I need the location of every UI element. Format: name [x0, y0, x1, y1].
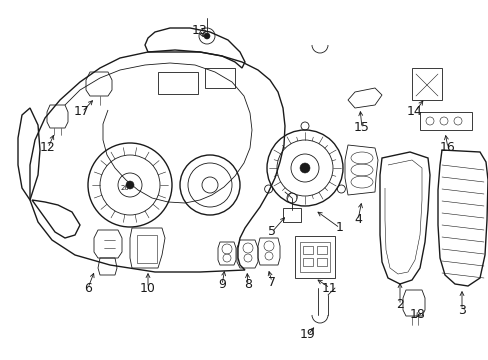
Text: 1: 1	[335, 221, 343, 234]
Bar	[294, 236, 334, 278]
Text: 17: 17	[74, 105, 90, 118]
Text: 16: 16	[439, 141, 455, 154]
Text: 13: 13	[192, 23, 207, 36]
Text: 15: 15	[353, 121, 369, 135]
Text: 10: 10	[140, 282, 156, 294]
Bar	[303, 258, 312, 266]
Bar	[283, 208, 301, 222]
Text: 14: 14	[407, 105, 422, 118]
Bar	[316, 258, 326, 266]
Text: 9: 9	[218, 279, 225, 292]
Text: 6: 6	[84, 282, 92, 294]
Text: 8: 8	[244, 279, 251, 292]
Text: 5: 5	[267, 225, 275, 238]
Text: 19: 19	[300, 328, 315, 342]
Circle shape	[126, 181, 134, 189]
Text: 18: 18	[409, 309, 425, 321]
Bar	[158, 72, 198, 94]
Circle shape	[299, 163, 309, 173]
Bar	[137, 235, 157, 263]
Bar	[303, 246, 312, 254]
Text: 2: 2	[395, 298, 403, 311]
Text: 7: 7	[267, 275, 275, 288]
Bar	[419, 112, 471, 130]
Bar	[411, 68, 441, 100]
Text: 12: 12	[40, 141, 56, 154]
Bar	[316, 246, 326, 254]
Bar	[204, 68, 235, 88]
Text: 11: 11	[322, 282, 337, 294]
Text: 20: 20	[121, 185, 129, 191]
Bar	[299, 242, 329, 272]
Circle shape	[203, 33, 209, 39]
Text: 4: 4	[353, 213, 361, 226]
Text: 3: 3	[457, 303, 465, 316]
